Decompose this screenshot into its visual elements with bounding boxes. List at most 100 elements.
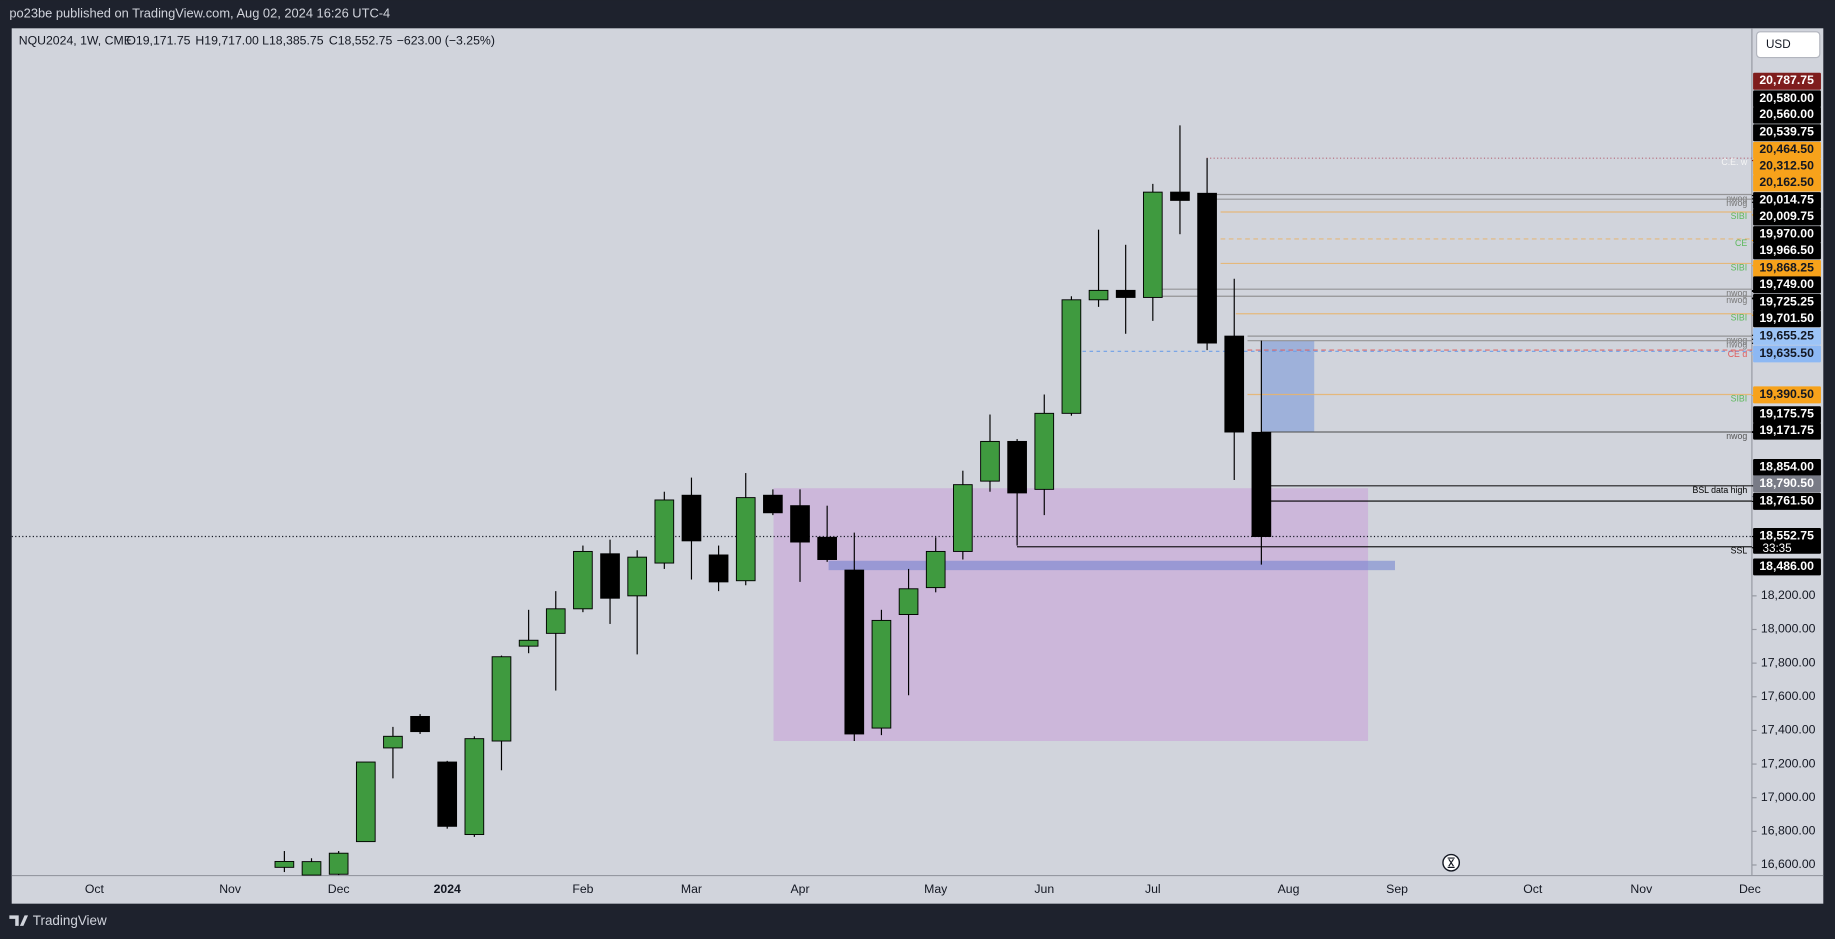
annotation-label: SIBI: [1731, 262, 1748, 272]
y-tick-label: 16,800.00: [1761, 824, 1816, 838]
zone-blue-box: [1261, 340, 1315, 433]
x-tick-label: Dec: [328, 882, 350, 896]
price-label-box: [1753, 293, 1821, 311]
candle-body: [545, 608, 566, 634]
x-tick-label: May: [924, 882, 948, 896]
candle-body: [518, 639, 539, 647]
price-label: 18,790.50: [1759, 476, 1814, 490]
price-label-box: [1753, 458, 1821, 476]
price-label-box: [1753, 475, 1821, 493]
annotation-label: nwog: [1726, 431, 1747, 441]
price-label-box: [1753, 327, 1821, 345]
price-label-box: [1753, 90, 1821, 108]
price-label: 20,162.50: [1759, 175, 1814, 189]
candle-body: [1251, 431, 1272, 537]
price-label: 19,868.25: [1759, 260, 1814, 274]
y-tick-label: 17,200.00: [1761, 756, 1816, 770]
candle-body: [1224, 335, 1245, 433]
candle-body: [953, 484, 973, 552]
candle-body: [491, 656, 512, 742]
y-tick-label: 16,600.00: [1761, 857, 1816, 871]
annotation-label: nwog: [1726, 295, 1747, 305]
price-label-box: [1753, 242, 1821, 260]
price-label-box: [1753, 260, 1821, 277]
price-label: 19,966.50: [1759, 243, 1814, 257]
price-label: 20,014.75: [1759, 193, 1814, 207]
clock-icon: [1442, 853, 1461, 872]
annotation-label: CE: [1735, 238, 1747, 248]
annotation-label: SIBI: [1731, 313, 1748, 323]
price-label-box: [1753, 558, 1821, 576]
x-tick-label: Jul: [1145, 882, 1161, 896]
candle-body: [1170, 191, 1190, 201]
price-label: 18,761.50: [1759, 493, 1814, 507]
price-label: 19,749.00: [1759, 277, 1814, 291]
price-label-box: [1753, 492, 1821, 510]
price-label-box: [1753, 386, 1821, 404]
price-label: 19,635.50: [1759, 346, 1814, 360]
price-label: 19,655.25: [1759, 328, 1814, 342]
x-tick-label: Aug: [1278, 882, 1300, 896]
price-label-box: [1753, 345, 1821, 363]
x-tick-label: Oct: [1523, 882, 1543, 896]
x-tick-label: Mar: [681, 882, 702, 896]
x-tick-label: Feb: [572, 882, 593, 896]
annotation-label: nwog: [1726, 198, 1747, 208]
candle-body: [844, 569, 865, 735]
candle-body: [790, 505, 810, 543]
candle-body: [627, 556, 648, 597]
candle-body: [1034, 412, 1055, 490]
candle-body: [1088, 289, 1109, 301]
currency-label[interactable]: USD: [1766, 38, 1791, 51]
footer-brand: TradingView: [33, 913, 107, 928]
candle-body: [763, 494, 783, 514]
y-tick-label: 17,000.00: [1761, 790, 1816, 804]
x-tick-label: Dec: [1739, 882, 1761, 896]
price-label: 20,464.50: [1759, 142, 1814, 156]
price-label-box: [1753, 192, 1821, 210]
annotation-label: nwog: [1726, 193, 1747, 203]
candle-body: [654, 499, 675, 564]
candle-body: [681, 494, 702, 542]
y-tick-label: 17,400.00: [1761, 723, 1816, 737]
price-label-box: [1753, 72, 1821, 90]
price-label-box: [1753, 208, 1821, 226]
candle-body: [708, 554, 729, 583]
currency-button[interactable]: [1756, 31, 1821, 59]
price-label-box: [1753, 124, 1821, 142]
legend-open: O19,171.75: [126, 33, 190, 47]
y-tick-label: 17,800.00: [1761, 655, 1816, 669]
candle-body: [301, 861, 322, 876]
price-label: 20,312.50: [1759, 159, 1814, 173]
price-label: 20,539.75: [1759, 125, 1814, 139]
price-label: 20,009.75: [1759, 209, 1814, 223]
candle-body: [383, 735, 403, 749]
x-tick-label: Oct: [85, 882, 105, 896]
x-tick-label: Jun: [1034, 882, 1054, 896]
candle-body: [410, 715, 430, 733]
publish-info: po23be published on TradingView.com, Aug…: [9, 6, 390, 21]
candle-body: [600, 553, 620, 599]
chart-background: [11, 28, 1824, 904]
candle-body: [1197, 192, 1217, 344]
price-label-box: [1753, 174, 1821, 192]
price-label-box: [1753, 226, 1821, 244]
candle-body: [980, 440, 1000, 482]
price-label: 19,175.75: [1759, 407, 1814, 421]
price-label: 18,854.00: [1759, 459, 1814, 473]
candle-body: [817, 536, 837, 560]
candle-body: [1061, 299, 1082, 414]
annotation-label: nwog: [1726, 340, 1747, 350]
annotation-label: SSL: [1731, 546, 1748, 556]
candle-body: [1115, 289, 1136, 298]
annotation-label: CE d: [1728, 349, 1748, 359]
x-tick-label: Sep: [1386, 882, 1408, 896]
candle-body: [464, 738, 485, 836]
y-tick-label: 17,600.00: [1761, 689, 1816, 703]
price-label: 19,390.50: [1759, 387, 1814, 401]
price-label: 19,171.75: [1759, 423, 1814, 437]
candle-body: [1142, 191, 1163, 298]
legend-change: −623.00 (−3.25%): [397, 33, 495, 47]
